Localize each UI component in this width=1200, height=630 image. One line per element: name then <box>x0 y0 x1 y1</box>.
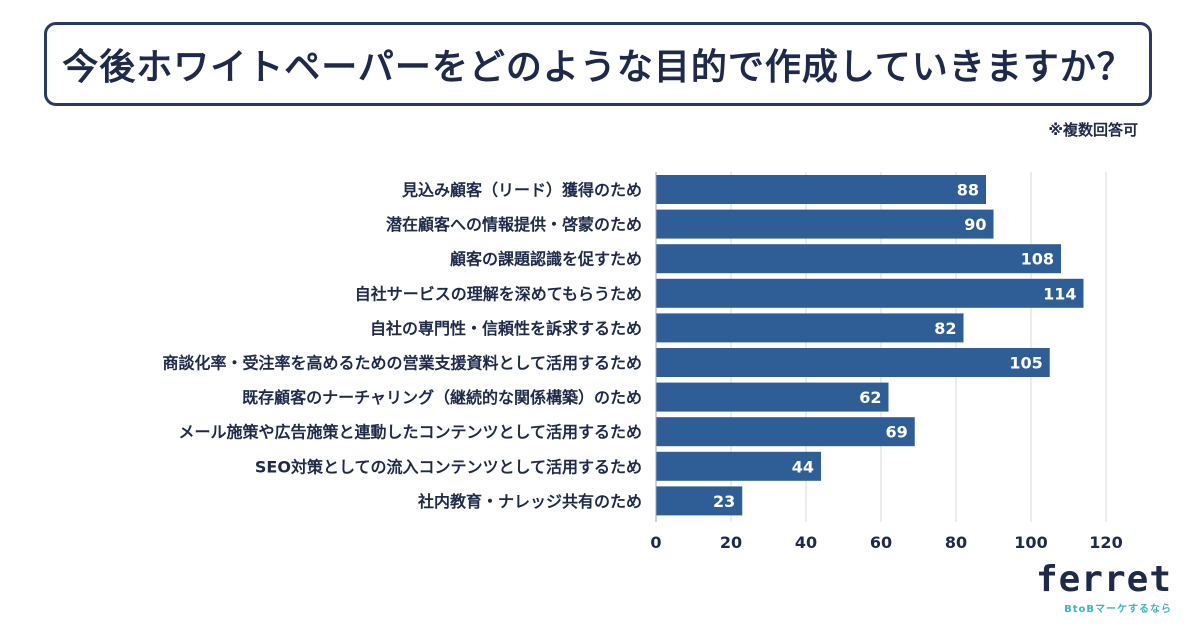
bar <box>656 313 964 343</box>
x-tick-label: 0 <box>650 533 661 552</box>
data-label: 69 <box>885 423 907 442</box>
data-label: 44 <box>792 457 814 476</box>
category-label: 潜在顧客への情報提供・啓蒙のため <box>386 215 642 234</box>
bar <box>656 209 994 239</box>
data-label: 82 <box>934 319 956 338</box>
data-label: 114 <box>1043 284 1076 303</box>
bar <box>656 382 889 412</box>
x-tick-label: 60 <box>870 533 892 552</box>
data-label: 90 <box>964 215 986 234</box>
bar <box>656 417 915 447</box>
category-label: 自社サービスの理解を深めてもらうため <box>355 284 642 303</box>
bar <box>656 278 1084 308</box>
bar <box>656 244 1061 274</box>
chart-title: 今後ホワイトペーパーをどのような目的で作成していきますか？ <box>62 47 1134 88</box>
data-label: 108 <box>1021 250 1054 269</box>
x-tick-label: 40 <box>795 533 817 552</box>
logo-tagline: BtoBマーケするなら <box>1064 604 1172 615</box>
bar <box>656 451 821 481</box>
data-label: 88 <box>957 181 979 200</box>
data-label: 105 <box>1009 354 1042 373</box>
category-label: 顧客の課題認識を促すため <box>450 250 642 269</box>
x-tick-label: 100 <box>1014 533 1047 552</box>
category-label: SEO対策としての流入コンテンツとして活用するため <box>255 457 642 476</box>
data-label: 23 <box>713 492 735 511</box>
title-box: 今後ホワイトペーパーをどのような目的で作成していきますか？ <box>44 22 1152 106</box>
logo-name: ferret <box>1035 559 1172 600</box>
x-tick-label: 20 <box>720 533 742 552</box>
bar <box>656 348 1050 377</box>
category-label: 既存顧客のナーチャリング（継続的な関係構築）のため <box>242 388 642 407</box>
category-label: 自社の専門性・信頼性を訴求するため <box>370 319 642 338</box>
category-label: メール施策や広告施策と連動したコンテンツとして活用するため <box>178 423 642 442</box>
bar <box>656 175 986 204</box>
x-tick-label: 120 <box>1089 533 1122 552</box>
ferret-logo: ferret BtoBマーケするなら <box>1035 559 1172 616</box>
multiple-answer-note: ※複数回答可 <box>1048 121 1138 139</box>
category-label: 社内教育・ナレッジ共有のため <box>417 492 642 511</box>
category-label: 見込み顧客（リード）獲得のため <box>401 181 642 200</box>
category-label: 商談化率・受注率を高めるための営業支援資料として活用するため <box>162 354 642 373</box>
data-label: 62 <box>859 388 881 407</box>
x-tick-label: 80 <box>945 533 967 552</box>
bar <box>656 486 743 516</box>
